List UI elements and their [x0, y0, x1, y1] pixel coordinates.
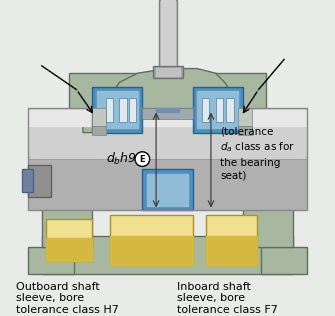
Polygon shape: [197, 91, 239, 128]
Polygon shape: [156, 68, 180, 76]
Polygon shape: [120, 98, 127, 122]
Text: Inboard shaft
sleeve, bore
tolerance class F7: Inboard shaft sleeve, bore tolerance cla…: [177, 282, 278, 315]
Text: $d_b$h9: $d_b$h9: [106, 151, 137, 167]
Polygon shape: [110, 215, 193, 265]
Polygon shape: [28, 247, 74, 274]
Polygon shape: [206, 236, 257, 265]
Polygon shape: [206, 215, 257, 265]
Polygon shape: [153, 66, 183, 78]
Text: E: E: [140, 155, 145, 164]
Polygon shape: [28, 108, 307, 159]
Polygon shape: [239, 126, 252, 135]
Polygon shape: [28, 159, 307, 210]
Text: (tolerance
$d_a$ class as for
the bearing
seat): (tolerance $d_a$ class as for the bearin…: [220, 126, 295, 181]
Polygon shape: [28, 110, 307, 126]
Polygon shape: [261, 247, 307, 274]
Polygon shape: [142, 169, 193, 210]
Polygon shape: [226, 98, 234, 122]
Polygon shape: [202, 98, 209, 122]
Polygon shape: [69, 73, 266, 119]
Polygon shape: [46, 238, 92, 261]
Polygon shape: [159, 0, 177, 73]
Polygon shape: [129, 98, 136, 122]
Polygon shape: [83, 69, 252, 133]
Polygon shape: [193, 87, 243, 133]
Polygon shape: [106, 98, 113, 122]
Polygon shape: [161, 0, 175, 71]
Polygon shape: [215, 98, 223, 122]
Polygon shape: [96, 91, 138, 128]
Text: Outboard shaft
sleeve, bore
tolerance class H7: Outboard shaft sleeve, bore tolerance cl…: [16, 282, 119, 315]
Polygon shape: [156, 108, 179, 112]
Polygon shape: [92, 87, 142, 133]
Polygon shape: [110, 236, 193, 265]
Polygon shape: [46, 220, 92, 261]
Circle shape: [135, 152, 150, 167]
Polygon shape: [142, 108, 193, 119]
Polygon shape: [92, 108, 106, 126]
Polygon shape: [22, 169, 32, 192]
Polygon shape: [147, 174, 188, 206]
Polygon shape: [42, 236, 293, 274]
Polygon shape: [92, 126, 106, 135]
Polygon shape: [239, 108, 252, 126]
Polygon shape: [243, 110, 293, 247]
Polygon shape: [28, 165, 51, 197]
Polygon shape: [42, 110, 92, 247]
